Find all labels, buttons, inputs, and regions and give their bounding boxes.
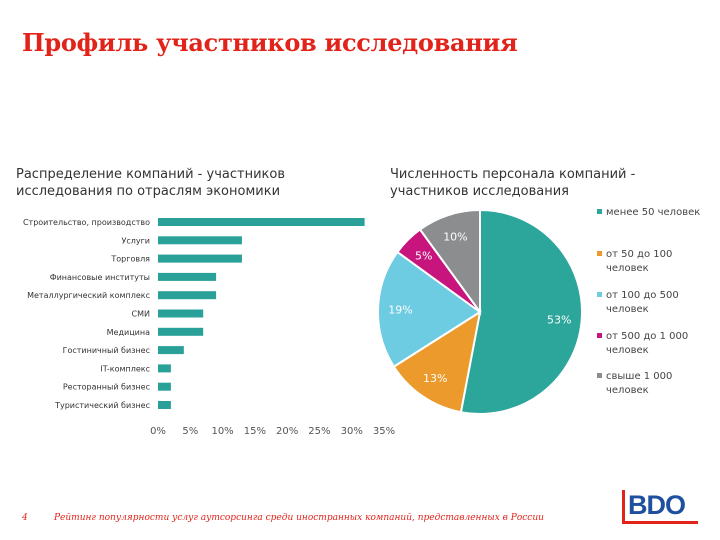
x-tick-label: 10% bbox=[211, 426, 233, 437]
bar bbox=[158, 218, 365, 226]
legend-label-cont: человек bbox=[606, 263, 649, 274]
bar bbox=[158, 364, 171, 373]
bar-category-label: Ресторанный бизнес bbox=[63, 383, 150, 392]
legend-label: от 100 до 500 bbox=[606, 290, 679, 301]
pie-slice-label: 19% bbox=[388, 304, 412, 317]
bdo-logo: BDO bbox=[622, 490, 700, 526]
bar bbox=[158, 309, 204, 318]
bar-category-label: Услуги bbox=[121, 236, 150, 245]
logo-bar bbox=[622, 490, 625, 524]
x-tick-label: 30% bbox=[341, 426, 363, 437]
logo-text: BDO bbox=[628, 490, 686, 520]
x-tick-label: 0% bbox=[150, 426, 166, 437]
bar-category-label: Торговля bbox=[110, 255, 150, 264]
x-tick-label: 5% bbox=[182, 426, 198, 437]
pie-slice bbox=[377, 250, 482, 369]
bar-category-label: Строительство, производство bbox=[23, 218, 150, 227]
legend-label-cont: человек bbox=[606, 345, 649, 356]
legend-swatch bbox=[597, 209, 602, 214]
legend-swatch bbox=[597, 251, 602, 256]
bar bbox=[158, 236, 242, 245]
slide-number: 4 bbox=[22, 513, 28, 523]
bar-chart-title: Распределение компаний - участников иссл… bbox=[16, 167, 285, 199]
pie-slice-label: 13% bbox=[423, 372, 447, 385]
bar bbox=[158, 291, 217, 300]
bar-category-label: Металлургический комплекс bbox=[27, 291, 150, 300]
pie-slice-label: 5% bbox=[415, 250, 432, 263]
bar bbox=[158, 382, 171, 391]
bar-category-label: Финансовые институты bbox=[50, 273, 150, 282]
logo-underline bbox=[622, 521, 698, 524]
slide-title: Профиль участников исследования bbox=[22, 28, 518, 57]
bar bbox=[158, 254, 242, 263]
legend-label-cont: человек bbox=[606, 304, 649, 315]
bar bbox=[158, 327, 204, 336]
bar-category-label: Медицина bbox=[107, 328, 150, 337]
bar-category-label: СМИ bbox=[132, 310, 150, 319]
legend-label-cont: человек bbox=[606, 385, 649, 396]
bar-category-label: Туристический бизнес bbox=[54, 401, 150, 410]
pie-slice bbox=[392, 309, 482, 414]
x-tick-label: 25% bbox=[308, 426, 330, 437]
bar-category-label: IT-комплекс bbox=[100, 364, 150, 373]
bar bbox=[158, 346, 184, 355]
pie-slice-label: 53% bbox=[547, 313, 571, 326]
bar bbox=[158, 272, 217, 281]
x-tick-label: 15% bbox=[244, 426, 266, 437]
pie-slice bbox=[459, 208, 583, 415]
bar-category-label: Гостиничный бизнес bbox=[63, 346, 150, 355]
pie-slice bbox=[418, 208, 481, 316]
legend-label: от 50 до 100 bbox=[606, 249, 672, 260]
legend-label: менее 50 человек bbox=[606, 207, 700, 218]
legend-swatch bbox=[597, 333, 602, 338]
pie-slice-label: 10% bbox=[443, 230, 467, 243]
footer-text: Рейтинг популярности услуг аутсорсинга с… bbox=[54, 513, 544, 523]
legend-label: от 500 до 1 000 bbox=[606, 331, 688, 342]
pie-chart-title: Численность персонала компаний - участни… bbox=[390, 167, 636, 199]
x-tick-label: 20% bbox=[276, 426, 298, 437]
legend-swatch bbox=[597, 292, 602, 297]
x-tick-label: 35% bbox=[373, 426, 395, 437]
legend-label: свыше 1 000 bbox=[606, 371, 672, 382]
legend-swatch bbox=[597, 373, 602, 378]
bar bbox=[158, 401, 171, 409]
